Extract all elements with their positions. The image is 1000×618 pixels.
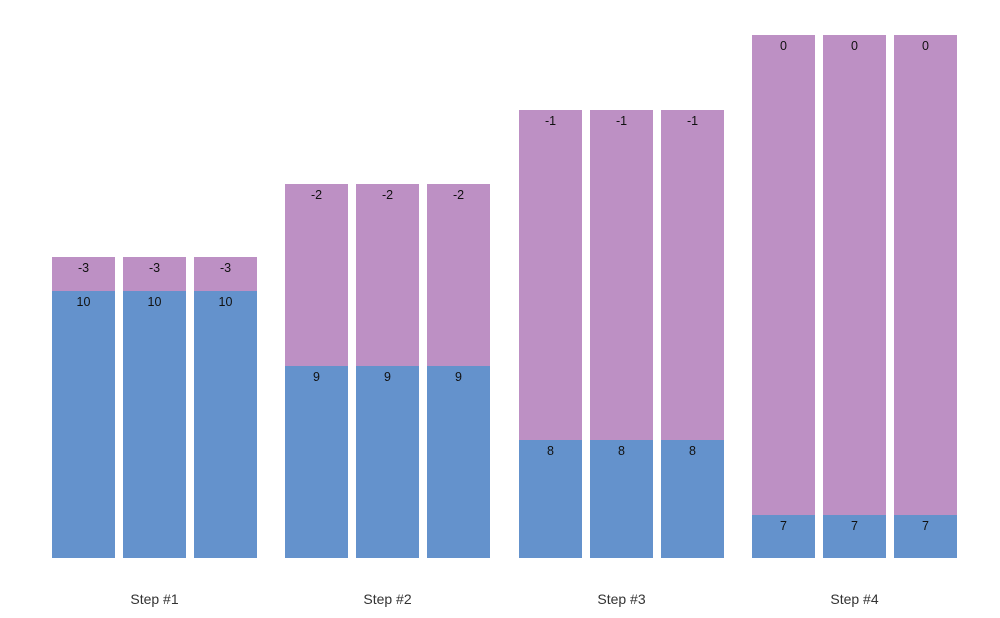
bar-segment-top: -2 (427, 184, 490, 366)
x-axis-category-label: Step #2 (363, 591, 412, 607)
bar-segment-bottom: 8 (519, 440, 582, 558)
segment-value-label: -2 (452, 188, 465, 202)
segment-value-label: 9 (384, 370, 391, 384)
segment-value-label: 10 (147, 295, 162, 309)
segment-value-label: 0 (780, 39, 787, 53)
segment-value-label: -2 (310, 188, 323, 202)
bar-segment-top: -2 (356, 184, 419, 366)
x-axis-category-label: Step #4 (830, 591, 879, 607)
segment-value-label: -1 (615, 114, 628, 128)
segment-value-label: -2 (381, 188, 394, 202)
segment-value-label: 8 (618, 444, 625, 458)
bar-segment-top: -1 (590, 110, 653, 440)
bar-segment-top: 0 (823, 35, 886, 515)
segment-value-label: -1 (686, 114, 699, 128)
bar-segment-top: -1 (519, 110, 582, 440)
bar-segment-bottom: 9 (285, 366, 348, 558)
bar-segment-bottom: 10 (194, 291, 257, 558)
segment-value-label: 7 (922, 519, 929, 533)
bar-segment-bottom: 7 (894, 515, 957, 558)
segment-value-label: 7 (851, 519, 858, 533)
bar-segment-top: -1 (661, 110, 724, 440)
bar-segment-top: 0 (894, 35, 957, 515)
segment-value-label: 8 (547, 444, 554, 458)
segment-value-label: -3 (219, 261, 232, 275)
bar-segment-bottom: 10 (52, 291, 115, 558)
x-axis-category-label: Step #1 (130, 591, 179, 607)
segment-value-label: 9 (313, 370, 320, 384)
bar-segment-top: -3 (52, 257, 115, 291)
segment-value-label: -3 (77, 261, 90, 275)
bar-segment-top: -2 (285, 184, 348, 366)
segment-value-label: 9 (455, 370, 462, 384)
segment-value-label: 0 (922, 39, 929, 53)
segment-value-label: -1 (544, 114, 557, 128)
bar-segment-bottom: 8 (661, 440, 724, 558)
bar-segment-bottom: 10 (123, 291, 186, 558)
bar-segment-top: -3 (123, 257, 186, 291)
x-axis-category-label: Step #3 (597, 591, 646, 607)
segment-value-label: 7 (780, 519, 787, 533)
segment-value-label: 8 (689, 444, 696, 458)
segment-value-label: 10 (218, 295, 233, 309)
bar-segment-bottom: 7 (752, 515, 815, 558)
bar-segment-bottom: 9 (427, 366, 490, 558)
bar-segment-bottom: 8 (590, 440, 653, 558)
bar-segment-bottom: 9 (356, 366, 419, 558)
segment-value-label: 0 (851, 39, 858, 53)
segment-value-label: -3 (148, 261, 161, 275)
segment-value-label: 10 (76, 295, 91, 309)
bar-segment-top: 0 (752, 35, 815, 515)
bar-segment-bottom: 7 (823, 515, 886, 558)
bar-segment-top: -3 (194, 257, 257, 291)
